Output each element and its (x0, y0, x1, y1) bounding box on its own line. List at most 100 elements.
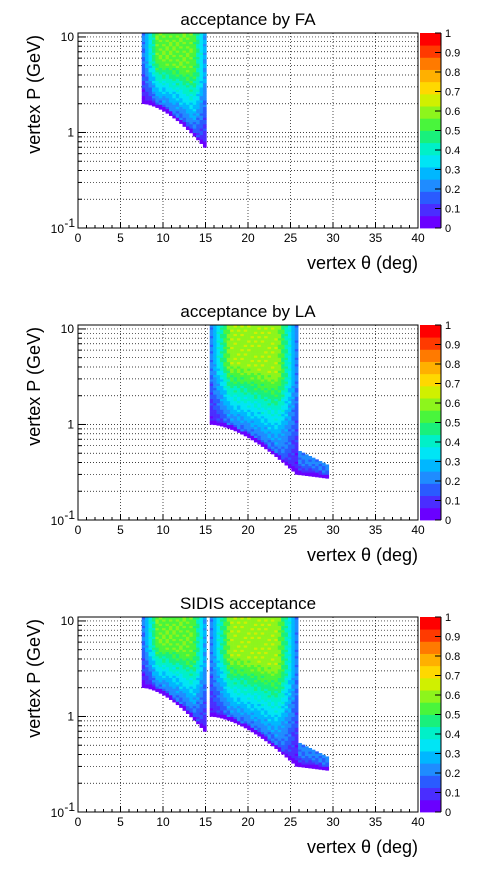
heatmap-cell (172, 115, 177, 118)
heatmap-cell (291, 658, 296, 661)
heatmap-cell (216, 381, 221, 384)
heatmap-cell (189, 636, 194, 639)
heatmap-cell (281, 442, 285, 445)
heatmap-cell (182, 78, 187, 81)
heatmap-cell (243, 712, 248, 715)
heatmap-cell (213, 383, 217, 386)
heatmap-cell (301, 463, 306, 467)
heatmap-cell (202, 69, 207, 73)
heatmap-cell (192, 35, 197, 38)
heatmap-cell (213, 703, 217, 707)
heatmap-cell (168, 63, 173, 66)
heatmap-cell (175, 67, 180, 71)
heatmap-cell (253, 682, 258, 685)
heatmap-cell (179, 621, 183, 624)
heatmap-cell (202, 115, 207, 118)
heatmap-cell (294, 725, 299, 728)
heatmap-cell (257, 675, 262, 678)
heatmap-cell (294, 457, 299, 460)
heatmap-cell (223, 649, 228, 652)
heatmap-cell (155, 656, 160, 659)
heatmap-cell (162, 673, 166, 676)
heatmap-cell (270, 444, 275, 447)
heatmap-cell (287, 749, 292, 752)
heatmap-cell (304, 455, 309, 458)
heatmap-cell (165, 630, 170, 633)
heatmap-cell (151, 39, 156, 42)
heatmap-cell (213, 714, 217, 717)
heatmap-cell (277, 630, 282, 633)
heatmap-cell (253, 656, 258, 659)
heatmap-cell (253, 433, 258, 436)
heatmap-cell (321, 468, 326, 471)
heatmap-cell (209, 353, 214, 356)
heatmap-cell (213, 381, 217, 384)
heatmap-cell (274, 370, 279, 373)
heatmap-cell (270, 738, 275, 741)
heatmap-cell (277, 688, 282, 691)
heatmap-cell (281, 361, 285, 365)
heatmap-cell (315, 760, 319, 763)
heatmap-cell (294, 392, 299, 395)
heatmap-cell (216, 660, 221, 663)
heatmap-cell (243, 327, 248, 330)
heatmap-cell (182, 708, 187, 711)
heatmap-cell (247, 695, 251, 698)
heatmap-cell (145, 102, 149, 105)
heatmap-cell (294, 690, 299, 694)
heatmap-cell (274, 331, 279, 334)
heatmap-cell (287, 673, 292, 676)
heatmap-cell (247, 400, 251, 404)
heatmap-cell (179, 52, 183, 55)
heatmap-cell (209, 647, 214, 650)
heatmap-cell (202, 621, 207, 624)
heatmap-cell (226, 630, 231, 633)
heatmap-cell (185, 33, 190, 36)
heatmap-cell (216, 705, 221, 709)
heatmap-cell (284, 753, 289, 756)
heatmap-cell (253, 714, 258, 717)
heatmap-cell (175, 104, 180, 107)
heatmap-cell (185, 69, 190, 73)
heatmap-cell (151, 69, 156, 73)
heatmap-cell (267, 727, 272, 730)
heatmap-cell (311, 463, 316, 467)
heatmap-cell (182, 671, 187, 674)
heatmap-cell (267, 431, 272, 434)
heatmap-cell (287, 695, 292, 698)
heatmap-cell (298, 751, 302, 754)
heatmap-cell (196, 74, 200, 77)
heatmap-cell (230, 377, 234, 380)
heatmap-cell (158, 630, 163, 633)
heatmap-cell (250, 673, 255, 676)
heatmap-cell (148, 41, 153, 45)
heatmap-cell (209, 374, 214, 378)
heatmap-cell (301, 468, 306, 471)
heatmap-cell (148, 78, 153, 81)
heatmap-cell (260, 643, 265, 646)
heatmap-cell (168, 115, 173, 116)
heatmap-cell (291, 660, 296, 663)
heatmap-cell (219, 632, 224, 635)
heatmap-cell (264, 385, 268, 389)
heatmap-cell (158, 623, 163, 626)
heatmap-cell (301, 764, 306, 767)
heatmap-cell (223, 647, 228, 650)
heatmap-cell (175, 617, 180, 620)
heatmap-cell (216, 675, 221, 678)
heatmap-cell (308, 764, 313, 767)
heatmap-cell (168, 699, 173, 700)
heatmap-cell (270, 744, 275, 747)
heatmap-cell (172, 35, 177, 38)
heatmap-cell (260, 333, 265, 337)
heatmap-cell (253, 701, 258, 704)
heatmap-cell (145, 632, 149, 635)
heatmap-cell (213, 705, 217, 709)
heatmap-cell (267, 684, 272, 687)
heatmap-cell (230, 673, 234, 676)
heatmap-cell (158, 625, 163, 629)
heatmap-cell (264, 333, 268, 337)
heatmap-cell (236, 697, 241, 700)
heatmap-cell (141, 54, 146, 58)
heatmap-cell (165, 100, 170, 103)
